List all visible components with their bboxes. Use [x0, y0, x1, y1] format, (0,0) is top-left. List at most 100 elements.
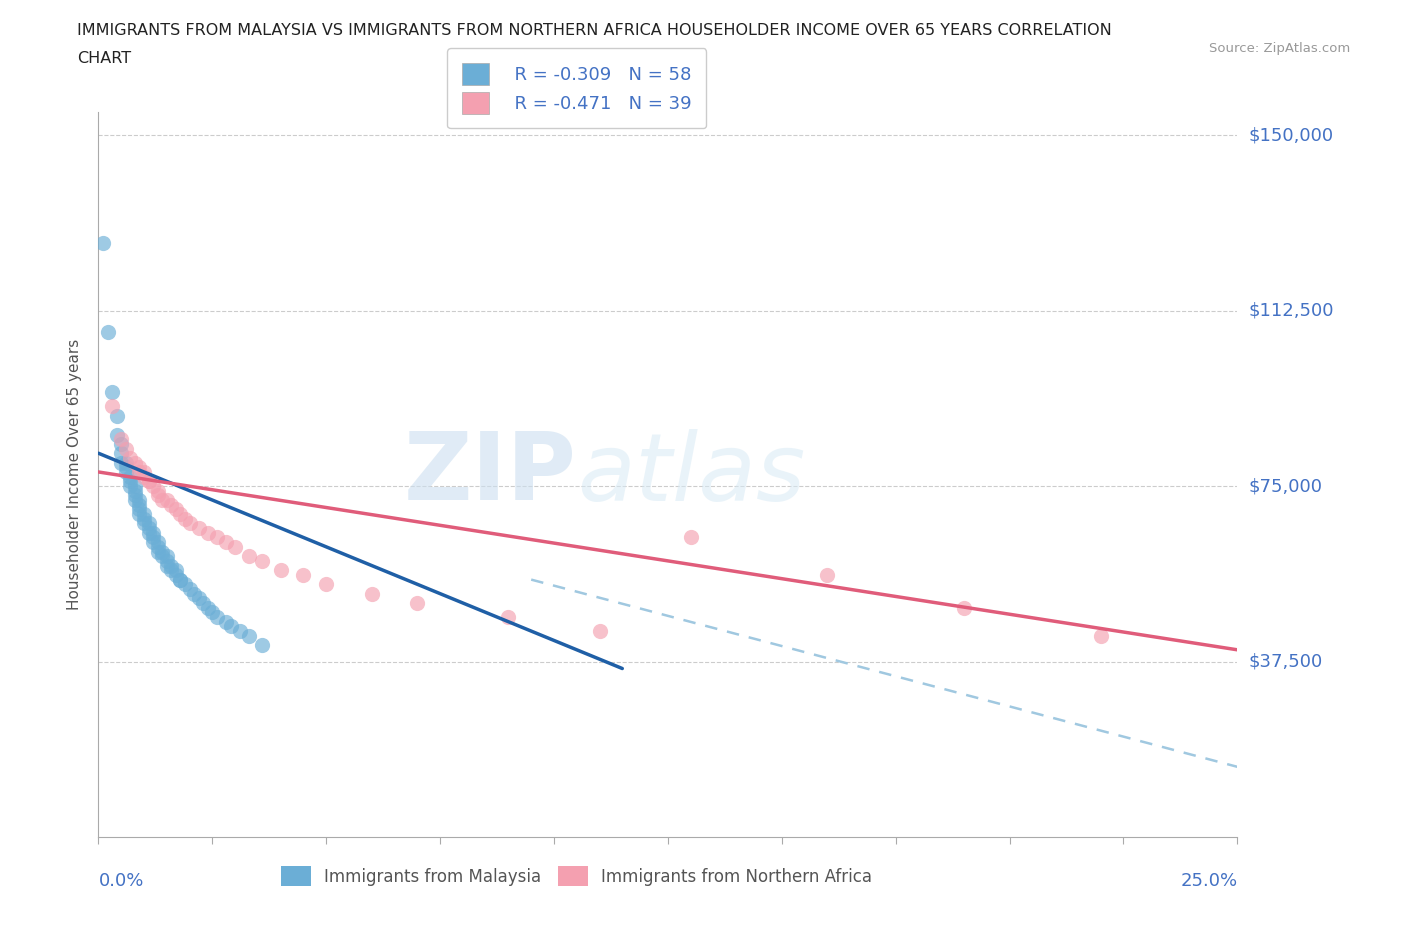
- Point: [150, 493, 173, 508]
- Point: [146, 484, 169, 498]
- Point: [105, 427, 128, 442]
- Point: [114, 441, 136, 456]
- Text: CHART: CHART: [77, 51, 131, 66]
- Point: [101, 385, 124, 400]
- Point: [124, 493, 146, 508]
- Text: $37,500: $37,500: [1249, 653, 1323, 671]
- Point: [128, 464, 150, 479]
- Point: [588, 624, 610, 639]
- Point: [96, 325, 118, 339]
- Point: [150, 549, 173, 564]
- Point: [114, 464, 136, 479]
- Point: [142, 535, 165, 550]
- Point: [138, 521, 160, 536]
- Point: [215, 535, 238, 550]
- Point: [146, 488, 169, 503]
- Point: [165, 567, 187, 582]
- Text: $112,500: $112,500: [1249, 301, 1334, 320]
- Point: [183, 586, 205, 601]
- Point: [156, 493, 179, 508]
- Point: [224, 539, 246, 554]
- Point: [114, 455, 136, 470]
- Point: [160, 498, 183, 512]
- Point: [160, 563, 183, 578]
- Point: [128, 493, 150, 508]
- Point: [187, 591, 209, 605]
- Point: [138, 474, 160, 489]
- Point: [124, 455, 146, 470]
- Point: [110, 455, 132, 470]
- Point: [128, 459, 150, 474]
- Point: [101, 399, 124, 414]
- Point: [110, 436, 132, 451]
- Point: [174, 577, 197, 591]
- Text: Source: ZipAtlas.com: Source: ZipAtlas.com: [1209, 42, 1350, 55]
- Point: [120, 450, 142, 465]
- Point: [252, 638, 274, 653]
- Point: [120, 479, 142, 494]
- Point: [179, 581, 201, 596]
- Point: [360, 586, 382, 601]
- Point: [124, 479, 146, 494]
- Point: [205, 530, 228, 545]
- Point: [187, 521, 209, 536]
- Point: [105, 408, 128, 423]
- Point: [146, 535, 169, 550]
- Point: [815, 567, 838, 582]
- Point: [953, 600, 976, 615]
- Point: [406, 595, 429, 610]
- Point: [270, 563, 292, 578]
- Point: [120, 474, 142, 489]
- Text: atlas: atlas: [576, 429, 806, 520]
- Point: [124, 484, 146, 498]
- Point: [179, 516, 201, 531]
- Point: [292, 567, 315, 582]
- Point: [252, 553, 274, 568]
- Point: [165, 502, 187, 517]
- Text: 25.0%: 25.0%: [1180, 871, 1237, 890]
- Point: [132, 470, 155, 485]
- Point: [315, 577, 337, 591]
- Point: [110, 432, 132, 446]
- Point: [238, 549, 260, 564]
- Point: [124, 488, 146, 503]
- Point: [156, 549, 179, 564]
- Point: [169, 572, 191, 587]
- Text: ZIP: ZIP: [404, 429, 576, 520]
- Point: [1090, 629, 1112, 644]
- Point: [169, 507, 191, 522]
- Point: [91, 235, 114, 250]
- Y-axis label: Householder Income Over 65 years: Householder Income Over 65 years: [67, 339, 83, 610]
- Point: [169, 572, 191, 587]
- Point: [138, 525, 160, 540]
- Text: 0.0%: 0.0%: [98, 871, 143, 890]
- Point: [132, 512, 155, 526]
- Text: $75,000: $75,000: [1249, 477, 1323, 495]
- Point: [114, 459, 136, 474]
- Point: [156, 558, 179, 573]
- Point: [165, 563, 187, 578]
- Point: [132, 507, 155, 522]
- Point: [160, 558, 183, 573]
- Point: [142, 479, 165, 494]
- Point: [228, 624, 250, 639]
- Point: [128, 498, 150, 512]
- Point: [132, 516, 155, 531]
- Point: [679, 530, 702, 545]
- Point: [174, 512, 197, 526]
- Legend: Immigrants from Malaysia, Immigrants from Northern Africa: Immigrants from Malaysia, Immigrants fro…: [273, 858, 880, 894]
- Point: [138, 474, 160, 489]
- Point: [215, 615, 238, 630]
- Point: [146, 544, 169, 559]
- Point: [201, 604, 224, 619]
- Point: [219, 619, 242, 634]
- Point: [238, 629, 260, 644]
- Point: [138, 516, 160, 531]
- Point: [498, 609, 520, 624]
- Point: [193, 595, 215, 610]
- Point: [142, 525, 165, 540]
- Text: $150,000: $150,000: [1249, 126, 1333, 144]
- Point: [120, 470, 142, 485]
- Point: [146, 539, 169, 554]
- Point: [110, 445, 132, 460]
